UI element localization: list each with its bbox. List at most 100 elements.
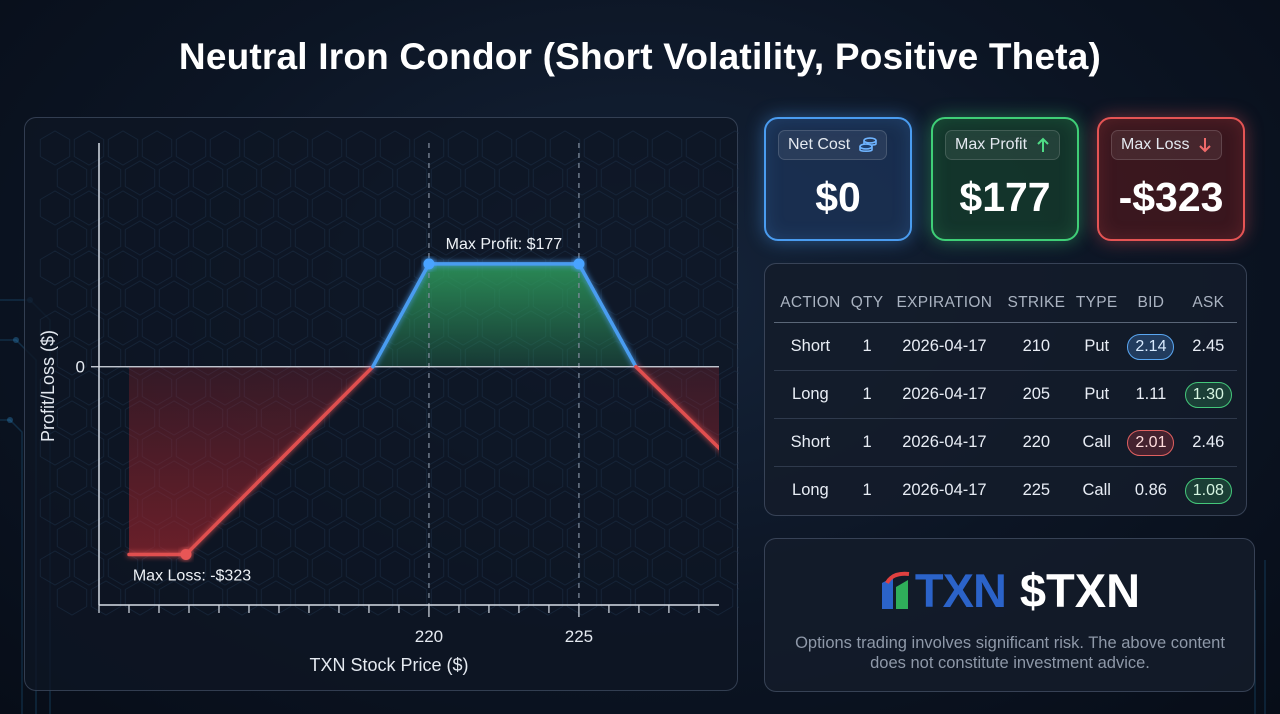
hex-cell bbox=[73, 370, 105, 406]
hex-cell bbox=[464, 520, 496, 556]
cell-strike: 225 bbox=[1001, 466, 1072, 514]
hex-cell bbox=[702, 580, 734, 616]
cell-qty: 1 bbox=[846, 370, 888, 419]
hex-cell bbox=[617, 190, 649, 226]
x-axis-label: TXN Stock Price ($) bbox=[309, 655, 468, 675]
hex-cell bbox=[192, 160, 224, 196]
hex-cell bbox=[243, 490, 275, 526]
hex-cell bbox=[124, 160, 156, 196]
hex-cell bbox=[107, 130, 139, 166]
hex-cell bbox=[549, 190, 581, 226]
hex-cell bbox=[379, 370, 411, 406]
hex-cell bbox=[719, 310, 739, 346]
hex-cell bbox=[209, 310, 241, 346]
option-legs-table: ACTION QTY EXPIRATION STRIKE TYPE BID AS… bbox=[774, 284, 1237, 514]
hex-cell bbox=[566, 160, 598, 196]
hex-cell bbox=[175, 310, 207, 346]
hex-cell bbox=[566, 400, 598, 436]
table-row: Long 1 2026-04-17 225 Call 0.86 1.08 bbox=[774, 466, 1237, 514]
hex-cell bbox=[549, 430, 581, 466]
hex-cell bbox=[73, 430, 105, 466]
hex-cell bbox=[209, 190, 241, 226]
cell-ask: 2.45 bbox=[1179, 322, 1237, 371]
payoff-segment-loss bbox=[184, 364, 375, 557]
cell-strike: 205 bbox=[1001, 370, 1072, 419]
hex-cell bbox=[617, 130, 649, 166]
hex-cell bbox=[719, 250, 739, 286]
hex-cell bbox=[362, 220, 394, 256]
brand-ticker: $TXN bbox=[1019, 564, 1141, 617]
hex-cell bbox=[73, 250, 105, 286]
hex-cell bbox=[39, 430, 71, 466]
hex-cell bbox=[226, 280, 258, 316]
hex-cell bbox=[107, 550, 139, 586]
hex-cell bbox=[175, 550, 207, 586]
hex-cell bbox=[39, 370, 71, 406]
cell-qty: 1 bbox=[846, 466, 888, 514]
hex-cell bbox=[600, 580, 632, 616]
hex-cell bbox=[549, 490, 581, 526]
hex-cell bbox=[277, 130, 309, 166]
hex-cell bbox=[175, 250, 207, 286]
max-profit-label: Max Profit bbox=[955, 136, 1028, 153]
hex-cell bbox=[209, 550, 241, 586]
payoff-chart-panel: 220 225 0 Max Profit: $177 Max Loss: -$323 TX… bbox=[24, 117, 739, 691]
hex-cell bbox=[481, 490, 513, 526]
hex-cell bbox=[583, 250, 615, 286]
hex-cell bbox=[464, 220, 496, 256]
hex-cell bbox=[260, 520, 292, 556]
hex-cell bbox=[328, 520, 360, 556]
hex-cell bbox=[345, 190, 377, 226]
cell-expiration: 2026-04-17 bbox=[887, 418, 1002, 467]
hex-cell bbox=[90, 460, 122, 496]
max-profit-value: $177 bbox=[959, 174, 1051, 220]
hex-cell bbox=[702, 160, 734, 196]
coins-icon bbox=[859, 137, 878, 152]
hex-cell bbox=[56, 520, 88, 556]
hex-cell bbox=[141, 250, 173, 286]
hex-cell bbox=[158, 280, 190, 316]
hex-cell bbox=[464, 580, 496, 616]
hex-cell bbox=[651, 550, 683, 586]
hex-cell bbox=[124, 580, 156, 616]
hex-cell bbox=[651, 490, 683, 526]
max-loss-label: Max Loss bbox=[1121, 136, 1190, 153]
hex-cell bbox=[549, 130, 581, 166]
page-title: Neutral Iron Condor (Short Volatility, P… bbox=[178, 36, 1102, 77]
hex-cell bbox=[209, 250, 241, 286]
hex-cell bbox=[617, 430, 649, 466]
hex-cell bbox=[532, 460, 564, 496]
hex-cell bbox=[685, 490, 717, 526]
hex-cell bbox=[430, 220, 462, 256]
hex-cell bbox=[141, 310, 173, 346]
hex-cell bbox=[260, 280, 292, 316]
hex-cell bbox=[600, 220, 632, 256]
cell-bid: 1.11 bbox=[1122, 370, 1180, 419]
hex-cell bbox=[668, 580, 700, 616]
hex-cell bbox=[260, 580, 292, 616]
hex-cell bbox=[498, 220, 530, 256]
hex-cell bbox=[311, 250, 343, 286]
hex-cell bbox=[56, 580, 88, 616]
hex-cell bbox=[702, 460, 734, 496]
hex-cell bbox=[515, 550, 547, 586]
max-profit-label-box: Max Profit bbox=[945, 130, 1061, 160]
hex-cell bbox=[328, 580, 360, 616]
brand-logo: TXN bbox=[879, 563, 1007, 618]
hex-cell bbox=[192, 580, 224, 616]
cell-ask: 2.46 bbox=[1179, 418, 1237, 467]
hex-cell bbox=[56, 340, 88, 376]
hex-cell bbox=[294, 220, 326, 256]
hex-cell bbox=[226, 220, 258, 256]
hex-cell bbox=[328, 280, 360, 316]
hex-cell bbox=[736, 587, 739, 609]
payoff-line bbox=[127, 262, 719, 557]
hex-cell bbox=[73, 490, 105, 526]
hex-cell bbox=[243, 130, 275, 166]
hex-cell bbox=[566, 220, 598, 256]
hex-cell bbox=[481, 550, 513, 586]
hex-cell bbox=[719, 430, 739, 466]
cell-action: Long bbox=[774, 370, 847, 419]
hex-cell bbox=[396, 520, 428, 556]
y-axis-label: Profit/Loss ($) bbox=[38, 330, 58, 442]
